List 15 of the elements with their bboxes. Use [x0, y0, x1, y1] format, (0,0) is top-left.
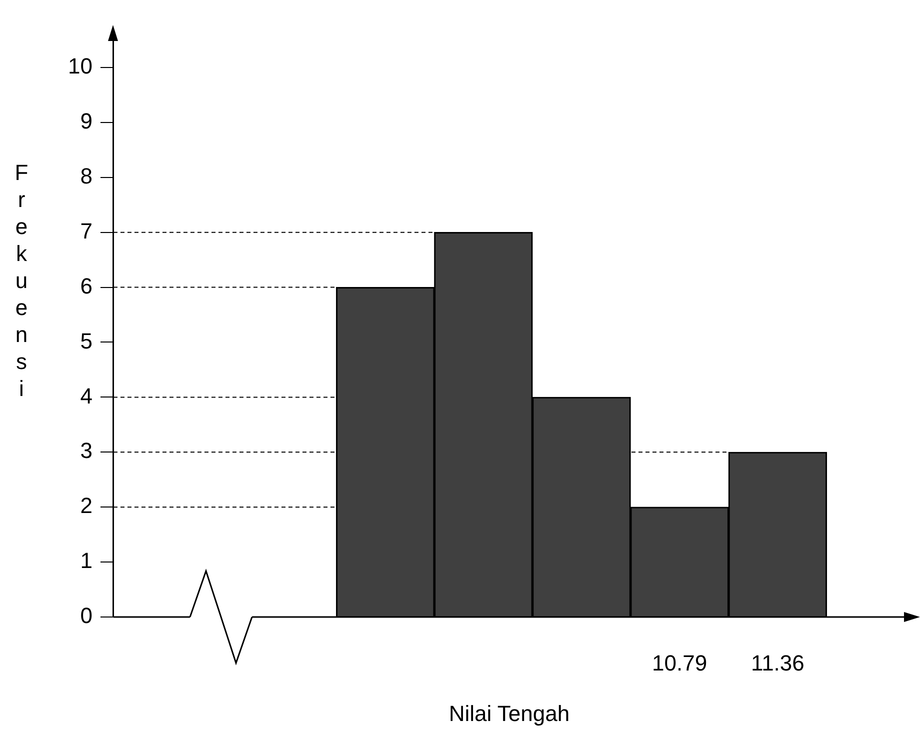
y-tick-label: 7: [80, 218, 92, 244]
y-tick-label: 5: [80, 328, 92, 354]
x-tick-label: 10.79: [652, 650, 708, 676]
y-tick-label: 3: [80, 438, 92, 464]
y-tick-label: 8: [80, 163, 92, 188]
y-tick-label: 2: [80, 493, 92, 518]
y-tick-label: 1: [80, 548, 92, 574]
y-axis-title: Frekuensi: [8, 160, 34, 403]
y-tick-label: 4: [80, 383, 92, 408]
x-tick-label: 11.36: [750, 650, 804, 676]
y-tick-label: 9: [80, 108, 92, 134]
y-tick-label: 6: [80, 273, 92, 298]
x-axis-title: Nilai Tengah: [448, 700, 570, 726]
y-tick-label: 10: [68, 54, 92, 79]
y-tick-label: 0: [80, 603, 92, 628]
